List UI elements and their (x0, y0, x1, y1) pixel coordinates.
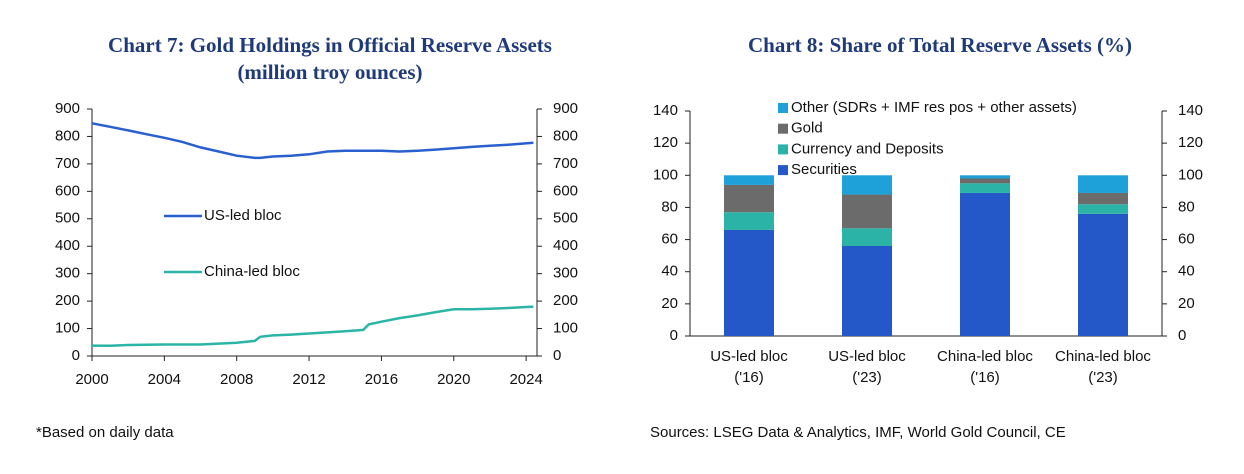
x-tick-label: US-led bloc (710, 348, 788, 365)
y2-tick-label: 140 (1178, 102, 1203, 119)
y2-tick-label: 200 (553, 292, 578, 309)
y-tick-label: 100 (653, 166, 678, 183)
y-tick-label: 80 (661, 198, 678, 215)
y-tick-label: 40 (661, 263, 678, 280)
footnote: *Based on daily data (36, 424, 174, 441)
bar-segment (960, 183, 1010, 193)
y2-tick-label: 60 (1178, 231, 1195, 248)
y-tick-label: 300 (55, 265, 80, 282)
legend-label: Other (SDRs + IMF res pos + other assets… (791, 99, 1077, 116)
y-tick-label: 60 (661, 231, 678, 248)
y-tick-label: 0 (72, 347, 80, 364)
y2-tick-label: 40 (1178, 263, 1195, 280)
x-tick-label: ('16) (734, 369, 764, 386)
y2-tick-label: 100 (553, 320, 578, 337)
legend-label: Securities (791, 161, 857, 178)
y2-tick-label: 800 (553, 127, 578, 144)
x-tick-label: China-led bloc (937, 348, 1033, 365)
y2-tick-label: 80 (1178, 198, 1195, 215)
y2-tick-label: 120 (1178, 134, 1203, 151)
x-tick-label: 2024 (509, 371, 542, 388)
footnote: Sources: LSEG Data & Analytics, IMF, Wor… (650, 424, 1066, 441)
chart-title: Chart 7: Gold Holdings in Official Reser… (108, 33, 552, 57)
line-series (91, 305, 534, 348)
bar-segment (842, 175, 892, 195)
bar-segment (724, 175, 774, 185)
bar-segment (1078, 213, 1128, 336)
y-tick-label: 0 (670, 327, 678, 344)
y-tick-label: 900 (55, 100, 80, 117)
x-tick-label: 2012 (292, 371, 325, 388)
legend-swatch (778, 103, 788, 113)
bar-segment (960, 175, 1010, 179)
chart-subtitle: (million troy ounces) (237, 60, 422, 84)
y-tick-label: 200 (55, 292, 80, 309)
x-tick-label: 2004 (148, 371, 181, 388)
x-tick-label: 2016 (365, 371, 398, 388)
y-tick-label: 20 (661, 295, 678, 312)
line-series (91, 122, 534, 160)
bar-segment (1078, 192, 1128, 205)
y2-tick-label: 20 (1178, 295, 1195, 312)
y-tick-label: 800 (55, 127, 80, 144)
x-tick-label: 2008 (220, 371, 253, 388)
legend-swatch (778, 123, 788, 134)
y2-tick-label: 300 (553, 265, 578, 282)
y2-tick-label: 500 (553, 210, 578, 227)
x-tick-label: ('23) (852, 369, 882, 386)
y2-tick-label: 100 (1178, 166, 1203, 183)
bar-segment (960, 192, 1010, 336)
y2-tick-label: 900 (553, 100, 578, 117)
bar-segment (842, 194, 892, 229)
y-tick-label: 400 (55, 237, 80, 254)
y-tick-label: 700 (55, 155, 80, 172)
x-tick-label: 2020 (437, 371, 470, 388)
y2-tick-label: 0 (1178, 327, 1186, 344)
bar-segment (1078, 175, 1128, 193)
y2-tick-label: 400 (553, 237, 578, 254)
bar-segment (960, 178, 1010, 184)
y-tick-label: 100 (55, 320, 80, 337)
chart-title: Chart 8: Share of Total Reserve Assets (… (748, 33, 1132, 57)
y-tick-label: 140 (653, 102, 678, 119)
bar-segment (724, 184, 774, 213)
bar-segment (724, 212, 774, 230)
legend-label: Gold (791, 120, 823, 137)
x-tick-label: ('16) (970, 369, 1000, 386)
y-tick-label: 600 (55, 182, 80, 199)
legend-swatch (778, 144, 788, 155)
y2-tick-label: 700 (553, 155, 578, 172)
legend-swatch (778, 165, 788, 176)
y-tick-label: 120 (653, 134, 678, 151)
bar-segment (842, 228, 892, 246)
bar-segment (724, 229, 774, 336)
y-tick-label: 500 (55, 210, 80, 227)
x-tick-label: US-led bloc (828, 348, 906, 365)
x-tick-label: ('23) (1088, 369, 1118, 386)
legend-label: Currency and Deposits (791, 140, 944, 157)
bar-segment (1078, 204, 1128, 214)
bar-segment (842, 246, 892, 336)
x-tick-label: 2000 (75, 371, 108, 388)
y2-tick-label: 0 (553, 347, 561, 364)
legend-label: US-led bloc (204, 207, 282, 224)
legend-label: China-led bloc (204, 263, 300, 280)
y2-tick-label: 600 (553, 182, 578, 199)
x-tick-label: China-led bloc (1055, 348, 1151, 365)
